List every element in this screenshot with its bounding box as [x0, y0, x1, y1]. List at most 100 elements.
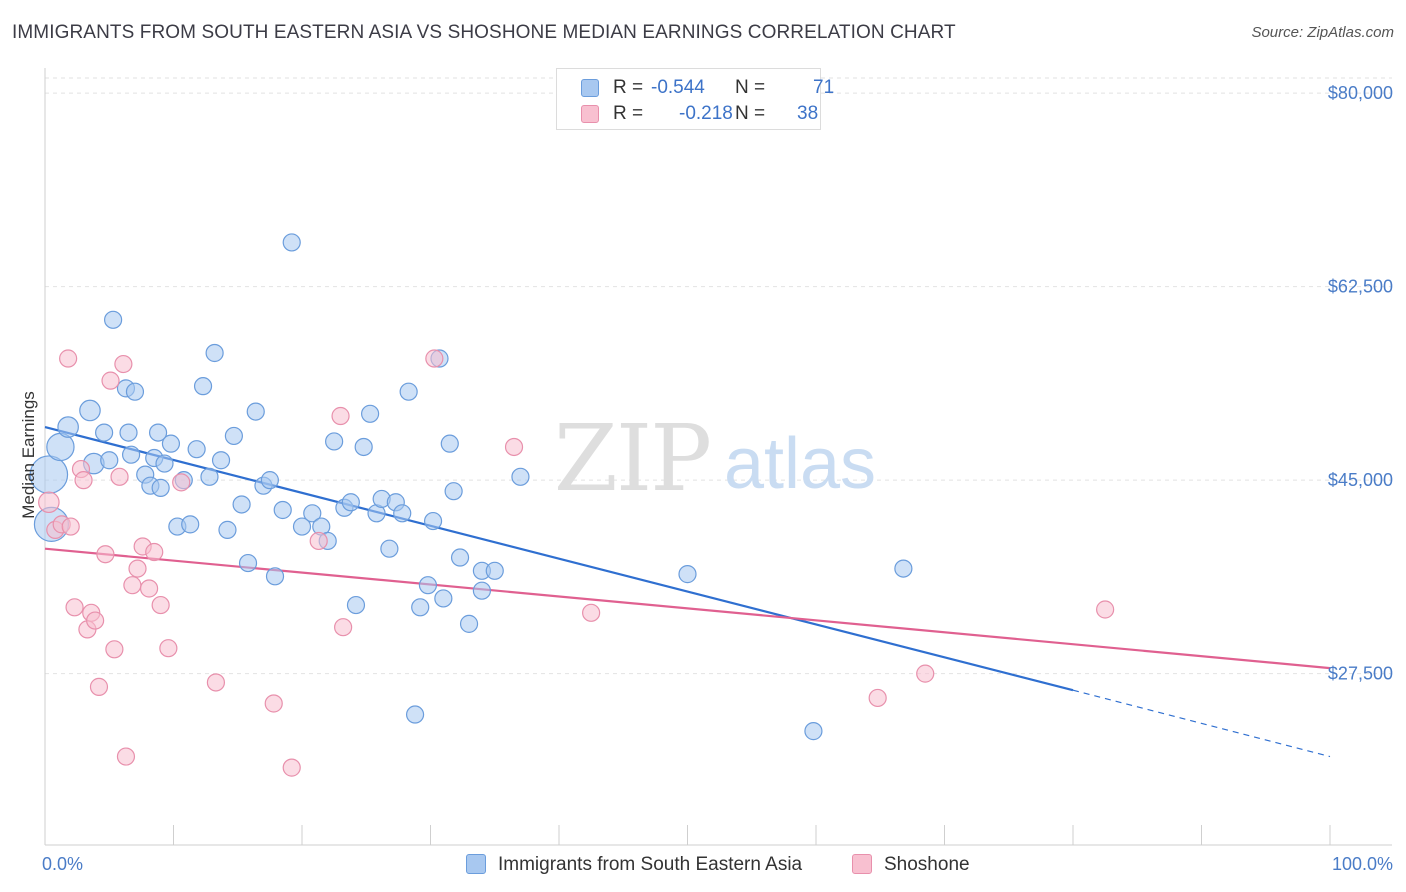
legend-swatch-shoshone	[581, 105, 599, 123]
point-shoshone	[116, 747, 136, 766]
point-immigrants	[265, 567, 285, 586]
point-shoshone	[282, 758, 301, 777]
point-immigrants	[125, 382, 145, 401]
point-immigrants	[121, 445, 141, 464]
point-shoshone	[334, 618, 353, 637]
point-immigrants	[205, 343, 224, 363]
point-shoshone	[151, 595, 170, 615]
point-immigrants	[346, 595, 366, 615]
point-shoshone	[96, 545, 115, 564]
source-label: Source: ZipAtlas.com	[1251, 24, 1394, 41]
point-immigrants	[804, 722, 823, 741]
point-shoshone	[172, 473, 191, 492]
point-shoshone	[916, 664, 935, 683]
point-shoshone	[309, 531, 328, 551]
legend-r-value: -0.544	[651, 77, 705, 98]
legend-n-value: 71	[813, 77, 835, 98]
legend-swatch-immigrants	[581, 79, 599, 97]
chart-title: IMMIGRANTS FROM SOUTH EASTERN ASIA VS SH…	[12, 22, 956, 43]
point-shoshone	[38, 491, 60, 514]
legend-n-label: N =	[735, 103, 766, 124]
point-shoshone	[86, 611, 105, 630]
point-immigrants	[232, 495, 251, 514]
point-immigrants	[511, 467, 530, 486]
point-shoshone	[1096, 600, 1115, 619]
point-immigrants	[440, 434, 459, 453]
point-immigrants	[104, 310, 123, 329]
point-immigrants	[100, 451, 119, 470]
point-shoshone	[425, 349, 444, 368]
legend-r-value: -0.218	[679, 103, 733, 124]
series-legend: Immigrants from South Eastern Asia Shosh…	[0, 850, 1406, 880]
point-immigrants	[434, 589, 453, 608]
point-immigrants	[95, 423, 114, 442]
correlation-legend: R = -0.544 N = 71 R = -0.218 N = 38	[556, 68, 834, 130]
point-shoshone	[89, 677, 109, 696]
point-immigrants	[57, 416, 79, 438]
point-immigrants	[161, 434, 181, 453]
point-immigrants	[411, 598, 430, 617]
point-shoshone	[74, 471, 93, 490]
point-immigrants	[405, 705, 425, 724]
y-tick-label: $27,500	[1328, 664, 1393, 684]
x-tick-labels: 0.0% 100.0%	[42, 854, 1393, 874]
point-immigrants	[246, 402, 265, 421]
point-immigrants	[292, 517, 312, 536]
point-shoshone	[101, 371, 120, 390]
point-immigrants	[341, 493, 360, 512]
trendline-immigrants-extension	[1072, 689, 1331, 758]
gridlines	[45, 77, 1392, 675]
point-immigrants	[325, 432, 344, 451]
point-immigrants	[151, 478, 170, 497]
point-immigrants	[380, 539, 399, 558]
point-immigrants	[119, 423, 138, 442]
watermark-atlas: atlas	[724, 424, 876, 504]
point-immigrants	[361, 404, 380, 423]
point-shoshone	[504, 437, 524, 457]
point-immigrants	[472, 581, 491, 600]
point-immigrants	[459, 614, 479, 633]
point-immigrants	[193, 377, 213, 396]
trendline-shoshone	[44, 547, 1331, 670]
point-shoshone	[331, 406, 350, 426]
watermark: ZIP atlas	[554, 405, 876, 512]
point-immigrants	[485, 561, 504, 580]
legend-r-label: R =	[613, 103, 644, 124]
watermark-zip: ZIP	[554, 405, 710, 512]
point-immigrants	[282, 233, 301, 252]
point-immigrants	[399, 382, 418, 401]
legend-swatch-immigrants	[466, 854, 486, 874]
legend-label-shoshone: Shoshone	[884, 854, 970, 875]
axes	[44, 68, 1392, 846]
point-shoshone	[139, 579, 159, 598]
point-immigrants	[211, 451, 231, 470]
point-immigrants	[303, 504, 322, 523]
point-shoshone	[206, 673, 226, 692]
legend-r-label: R =	[613, 77, 644, 98]
point-shoshone	[123, 576, 142, 595]
point-shoshone	[114, 354, 133, 374]
point-immigrants	[354, 437, 373, 457]
point-immigrants	[423, 511, 443, 531]
point-immigrants	[238, 553, 258, 573]
point-immigrants	[79, 399, 101, 422]
point-shoshone	[110, 467, 129, 486]
point-shoshone	[59, 349, 78, 368]
legend-label-immigrants: Immigrants from South Eastern Asia	[498, 854, 803, 875]
legend-swatch-shoshone	[852, 854, 872, 874]
point-immigrants	[224, 426, 243, 446]
point-shoshone	[65, 598, 84, 617]
point-immigrants	[200, 467, 219, 486]
y-tick-label: $80,000	[1328, 83, 1393, 103]
legend-n-label: N =	[735, 77, 766, 98]
point-immigrants	[444, 482, 463, 501]
point-immigrants	[155, 454, 174, 473]
y-tick-label: $62,500	[1328, 277, 1393, 297]
point-immigrants	[181, 515, 200, 534]
point-immigrants	[218, 520, 237, 539]
point-immigrants	[450, 548, 470, 567]
point-shoshone	[868, 688, 887, 708]
point-immigrants	[418, 576, 438, 595]
y-axis-label: Median Earnings	[19, 391, 38, 519]
